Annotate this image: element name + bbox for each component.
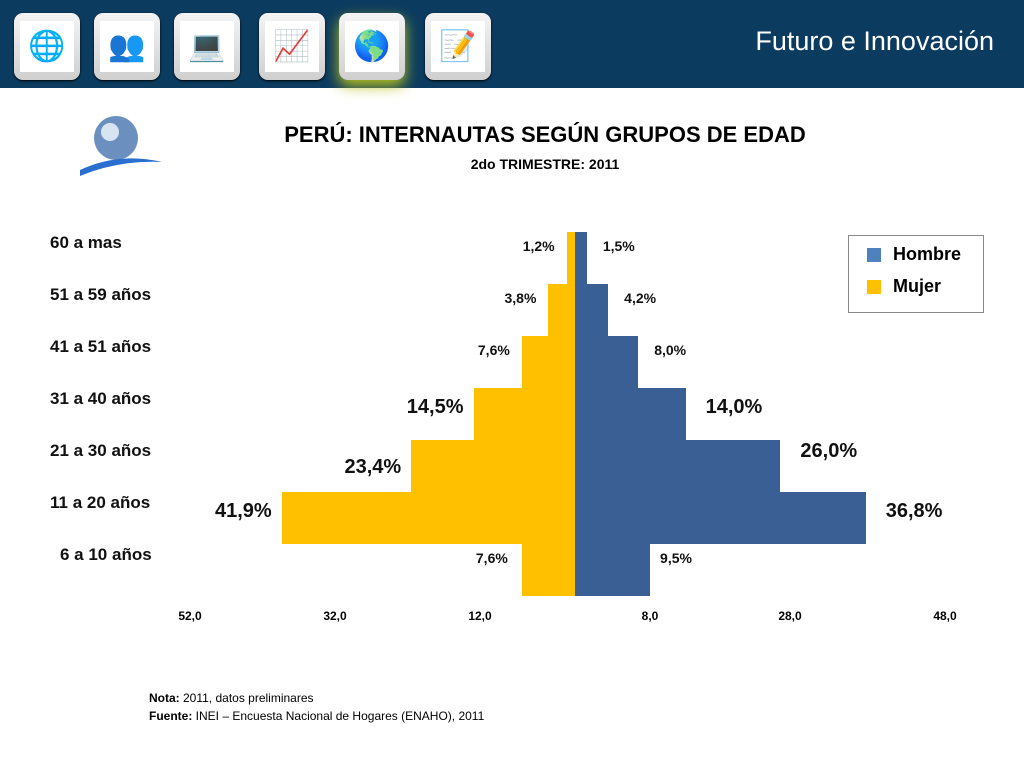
x-tick-label: 12,0 — [468, 609, 492, 623]
nav-tile-6[interactable]: 📝 — [425, 13, 491, 80]
computer-network-icon: 💻 — [180, 21, 234, 72]
category-label: 31 a 40 años — [50, 389, 152, 408]
source-text: INEI – Encuesta Nacional de Hogares (ENA… — [192, 709, 485, 723]
app-title: Futuro e Innovación — [755, 26, 994, 56]
legend-label: Hombre — [893, 244, 962, 264]
data-label-mujer: 7,6% — [477, 342, 510, 358]
bar-mujer — [521, 544, 575, 596]
chart-title: PERÚ: INTERNAUTAS SEGÚN GRUPOS DE EDAD — [284, 122, 806, 147]
legend-item-mujer: Mujer — [867, 276, 941, 297]
x-tick-label: 8,0 — [641, 609, 659, 623]
bar-mujer — [281, 492, 575, 544]
header-bar: 🌐 👥 💻 📈 🌎 📝 Futuro e Innovación — [0, 0, 1024, 88]
source-label: Fuente: — [149, 709, 193, 723]
spreadsheet-edit-icon: 📝 — [431, 21, 485, 72]
x-tick-label: 28,0 — [778, 609, 802, 623]
bar-hombre — [575, 336, 639, 388]
category-label: 41 a 51 años — [50, 337, 152, 356]
bar-hombre — [575, 492, 866, 544]
bar-mujer — [548, 284, 575, 336]
nav-tile-5[interactable]: 🌎 — [339, 13, 405, 80]
legend-swatch-mujer — [867, 279, 881, 294]
x-tick-label: 48,0 — [933, 609, 957, 623]
data-label-hombre: 8,0% — [654, 342, 687, 358]
data-label-hombre: 36,8% — [885, 500, 943, 522]
chart-subtitle: 2do TRIMESTRE: 2011 — [470, 156, 620, 172]
legend: Hombre Mujer — [848, 235, 984, 313]
bar-hombre — [575, 440, 781, 492]
category-label: 51 a 59 años — [50, 285, 152, 304]
note-text: 2011, datos preliminares — [179, 691, 314, 705]
business-growth-icon: 📈 — [265, 21, 319, 72]
category-label: 21 a 30 años — [50, 441, 152, 460]
data-label-mujer: 23,4% — [344, 456, 402, 478]
bar-mujer — [521, 336, 575, 388]
nav-tile-1[interactable]: 🌐 — [14, 13, 80, 80]
people-meeting-icon: 👥 — [100, 21, 154, 72]
bar-hombre — [575, 544, 651, 596]
data-label-hombre: 14,0% — [705, 396, 763, 418]
data-label-mujer: 41,9% — [214, 500, 272, 522]
globe-network-icon: 🌐 — [20, 21, 74, 72]
nav-tile-4[interactable]: 📈 — [259, 13, 325, 80]
x-tick-label: 52,0 — [178, 609, 202, 623]
bar-mujer — [566, 232, 575, 284]
data-label-mujer: 3,8% — [504, 290, 537, 306]
bar-hombre — [575, 284, 609, 336]
bar-mujer — [411, 440, 575, 492]
category-label: 6 a 10 años — [60, 545, 152, 564]
source-line: Fuente: INEI – Encuesta Nacional de Hoga… — [149, 707, 484, 725]
note-line: Nota: 2011, datos preliminares — [149, 689, 484, 707]
nav-tile-3[interactable]: 💻 — [174, 13, 240, 80]
data-label-mujer: 14,5% — [406, 396, 464, 418]
bar-mujer — [473, 388, 575, 440]
footnotes: Nota: 2011, datos preliminares Fuente: I… — [149, 689, 484, 725]
globe-logo-icon — [80, 116, 162, 176]
data-label-mujer: 1,2% — [522, 238, 555, 254]
bar-hombre — [575, 232, 587, 284]
globe-swoosh-icon: 🌎 — [345, 21, 399, 72]
nav-tile-2[interactable]: 👥 — [94, 13, 160, 80]
data-label-hombre: 1,5% — [602, 238, 635, 254]
category-label: 11 a 20 años — [50, 493, 151, 512]
data-label-hombre: 9,5% — [660, 550, 692, 566]
bar-hombre — [575, 388, 686, 440]
note-label: Nota: — [149, 691, 180, 705]
data-label-mujer: 7,6% — [475, 550, 508, 566]
legend-label: Mujer — [893, 276, 942, 296]
x-tick-label: 32,0 — [323, 609, 347, 623]
data-label-hombre: 4,2% — [624, 290, 657, 306]
data-label-hombre: 26,0% — [800, 440, 858, 462]
legend-item-hombre: Hombre — [867, 244, 961, 265]
legend-swatch-hombre — [867, 247, 881, 262]
category-label: 60 a mas — [50, 233, 122, 252]
